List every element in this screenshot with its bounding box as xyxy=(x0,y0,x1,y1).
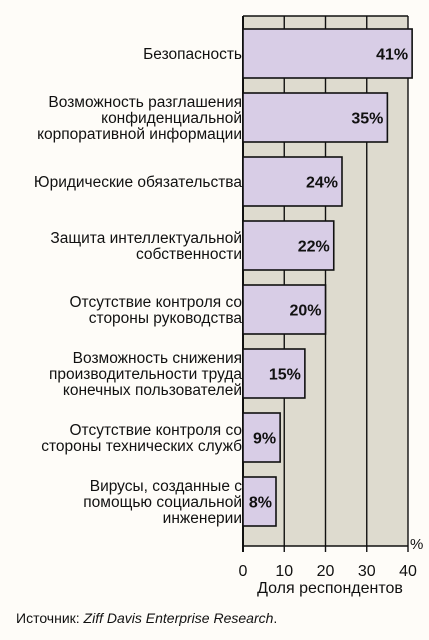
bar xyxy=(242,412,281,463)
bar xyxy=(242,28,413,79)
category-label: Вирусы, созданные с помощью социальной и… xyxy=(83,477,242,527)
category-label: Защита интеллектуальной собственности xyxy=(50,229,242,263)
category-label: Отсутствие контроля со стороны техническ… xyxy=(41,421,242,455)
x-axis-unit: % xyxy=(410,536,424,553)
bar xyxy=(242,284,327,335)
bar xyxy=(242,220,335,271)
bar-value-label: 9% xyxy=(253,431,276,448)
bar-value-label: 24% xyxy=(306,175,338,192)
category-label: Юридические обязательства xyxy=(33,173,242,191)
source-note: Источник: Ziff Davis Enterprise Research… xyxy=(16,610,277,626)
source-prefix: Источник: xyxy=(16,610,84,626)
bar xyxy=(242,476,277,527)
bar xyxy=(242,348,306,399)
bar-value-label: 41% xyxy=(376,47,408,64)
bar-value-label: 35% xyxy=(351,111,383,128)
bar-value-label: 20% xyxy=(289,303,321,320)
bar xyxy=(242,92,389,143)
x-tick-label: 20 xyxy=(316,563,335,580)
category-label: Возможность снижения производительности … xyxy=(48,349,242,399)
bar-value-label: 8% xyxy=(249,495,272,512)
bar-value-label: 15% xyxy=(269,367,301,384)
bar-value-label: 22% xyxy=(298,239,330,256)
bar xyxy=(242,156,343,207)
x-tick-label: 30 xyxy=(357,563,376,580)
x-tick-label: 10 xyxy=(275,563,294,580)
category-label: Отсутствие контроля со стороны руководст… xyxy=(69,293,243,327)
source-suffix: . xyxy=(273,610,278,626)
x-tick-label: 0 xyxy=(238,563,248,580)
source-name: Ziff Davis Enterprise Research xyxy=(83,610,274,626)
category-label: Безопасность xyxy=(143,45,242,63)
x-axis-label: Доля респондентов xyxy=(257,580,403,597)
category-label: Возможность разглашения конфиденциальной… xyxy=(37,93,242,143)
x-tick-label: 40 xyxy=(399,563,417,580)
